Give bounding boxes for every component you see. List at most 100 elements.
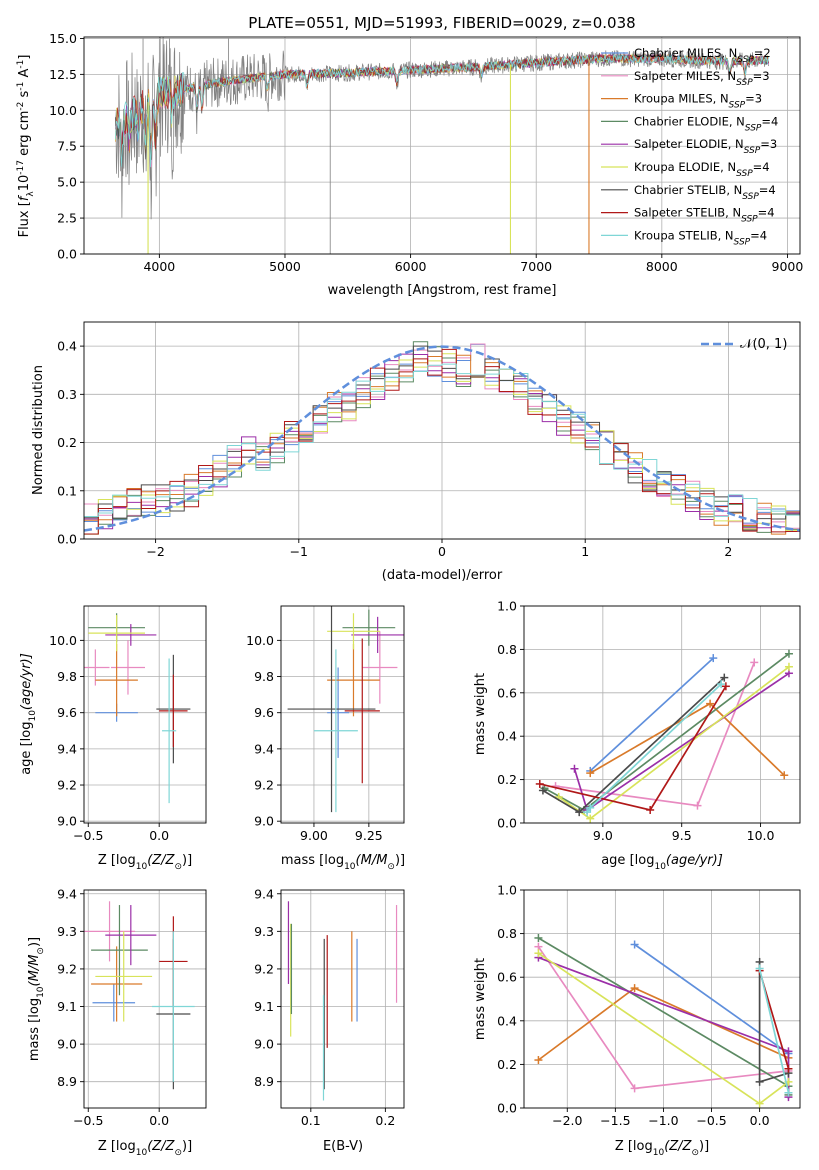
- model-spectrum: [115, 53, 769, 168]
- weight-marker: [586, 814, 595, 823]
- legend-entry: Chabrier ELODIE, NSSP=4: [634, 114, 778, 133]
- x-tick-label: 9000: [772, 259, 804, 274]
- age-vs-metallicity-panel: −0.5 0.0 9.0 9.2 9.4 9.6 9.8 10.0 Z [log10(Z/Z⊙)…: [19, 605, 207, 872]
- weight-marker: [586, 769, 595, 778]
- y-tick-label: 0.4: [57, 339, 77, 354]
- x-tick-label: 9.5: [672, 828, 692, 843]
- x-axis-label: mass [log10(M/M⊙)]: [281, 853, 405, 872]
- weight-marker: [534, 1056, 543, 1065]
- plot-area: [287, 901, 398, 1101]
- legend-entry: Kroupa STELIB, NSSP=4: [634, 228, 767, 247]
- errorbar-point: [287, 606, 376, 813]
- errorbar-point: [362, 631, 398, 704]
- y-axis-label: age [log10(age/yr)]: [19, 653, 38, 775]
- x-axis-label: Z [log10(Z/Z⊙)]: [98, 853, 192, 872]
- legend-entry: Salpeter ELODIE, NSSP=3: [634, 137, 777, 156]
- y-axis-label: Flux [fλ10-17 erg cm-2 s-1 A-1]: [16, 55, 36, 238]
- x-axis-label: Z [log10(Z/Z⊙)]: [98, 1139, 192, 1158]
- model-spectrum: [115, 52, 769, 167]
- weight-marker: [784, 649, 793, 658]
- x-axis-label: wavelength [Angstrom, rest frame]: [328, 283, 557, 298]
- errorbar-point: [95, 931, 153, 1022]
- x-axis-label: Z [log10(Z/Z⊙)]: [615, 1139, 709, 1158]
- y-tick-label: 0.1: [57, 483, 77, 498]
- y-tick-label: 0.4: [497, 729, 517, 744]
- y-tick-label: 0.0: [57, 247, 77, 262]
- y-tick-label: 9.8: [57, 669, 77, 684]
- axes-frame: [83, 605, 207, 824]
- weight-marker: [709, 654, 718, 663]
- residual-histogram: [84, 348, 800, 535]
- y-tick-label: 9.0: [254, 1037, 274, 1052]
- x-tick-label: −1.5: [600, 1113, 630, 1128]
- x-tick-label: 0.1: [301, 1113, 321, 1128]
- errorbar-point: [327, 643, 380, 717]
- x-tick-label: 6000: [395, 259, 427, 274]
- gaussian-curve: [84, 345, 800, 532]
- errorbar-point: [105, 624, 157, 646]
- y-tick-label: 8.9: [57, 1074, 77, 1089]
- y-tick-label: 9.3: [254, 924, 274, 939]
- spectrum-panel: PLATE=0551, MJD=51993, FIBERID=0029, z=0…: [16, 14, 803, 298]
- x-tick-label: 10.0: [747, 828, 775, 843]
- legend-entry: Kroupa MILES, NSSP=3: [634, 92, 762, 111]
- axes-frame: [83, 36, 801, 255]
- y-tick-label: 10.0: [246, 633, 274, 648]
- x-tick-label: 4000: [143, 259, 175, 274]
- weight-marker: [538, 786, 547, 795]
- weight-marker: [784, 662, 793, 671]
- x-tick-label: −0.5: [73, 1113, 103, 1128]
- x-tick-label: −0.5: [696, 1113, 726, 1128]
- errorbar-point: [342, 609, 396, 646]
- y-tick-label: 9.2: [57, 961, 77, 976]
- weight-series-line: [758, 968, 790, 1093]
- plot-area: [84, 341, 800, 535]
- weight-marker: [646, 805, 655, 814]
- y-tick-label: 0.2: [57, 435, 77, 450]
- weight-marker: [575, 808, 584, 817]
- y-tick-label: 5.0: [57, 175, 77, 190]
- legend-entry: Salpeter STELIB, NSSP=4: [634, 206, 775, 225]
- y-tick-label: 0.8: [497, 926, 517, 941]
- x-tick-label: −1: [290, 544, 308, 559]
- y-tick-label: 0.4: [497, 1013, 517, 1028]
- mass-vs-extinction-panel: 0.1 0.2 8.9 9.0 9.1 9.2 9.3 9.4 E(B-V): [254, 886, 405, 1154]
- errorbar-point: [313, 649, 358, 813]
- weight-marker: [630, 1084, 639, 1093]
- plot-area: [84, 901, 195, 1090]
- y-tick-label: 9.4: [254, 741, 274, 756]
- y-tick-label: 0.6: [497, 685, 517, 700]
- errorbar-point: [162, 658, 177, 804]
- y-tick-label: 9.2: [254, 961, 274, 976]
- x-tick-label: −1.0: [648, 1113, 678, 1128]
- weight-marker: [706, 699, 715, 708]
- weight-marker: [755, 1077, 764, 1086]
- weight-marker: [534, 933, 543, 942]
- x-axis-label: age [log10(age/yr)]: [601, 853, 723, 872]
- y-tick-label: 9.6: [57, 705, 77, 720]
- x-axis-label: E(B-V): [323, 1139, 363, 1154]
- weight-series-line: [589, 657, 714, 772]
- x-tick-label: 1: [581, 544, 589, 559]
- gridlines: [281, 890, 404, 1108]
- y-tick-label: 0.3: [57, 387, 77, 402]
- errorbar-point: [327, 667, 350, 758]
- y-tick-label: 10.0: [49, 633, 77, 648]
- y-tick-label: 0.2: [497, 772, 517, 787]
- age-vs-mass-panel: 9.00 9.25 9.0 9.2 9.4 9.6 9.8 10.0 mass [log10(M…: [246, 605, 405, 872]
- y-tick-label: 9.0: [254, 814, 274, 829]
- y-tick-label: 7.5: [57, 139, 77, 154]
- legend-entry: Salpeter MILES, NSSP=3: [634, 69, 770, 88]
- weight-marker: [780, 771, 789, 780]
- y-tick-label: 9.1: [254, 999, 274, 1014]
- gridlines: [281, 606, 404, 823]
- y-tick-label: 8.9: [254, 1074, 274, 1089]
- weight-series-line: [586, 683, 722, 813]
- x-axis-label: (data-model)/error: [382, 568, 503, 583]
- y-tick-label: 9.1: [57, 999, 77, 1014]
- y-tick-label: 10.0: [49, 103, 77, 118]
- x-tick-label: 5000: [269, 259, 301, 274]
- y-axis-label: mass [log10(M/M⊙)]: [27, 937, 46, 1061]
- x-tick-label: −2: [146, 544, 164, 559]
